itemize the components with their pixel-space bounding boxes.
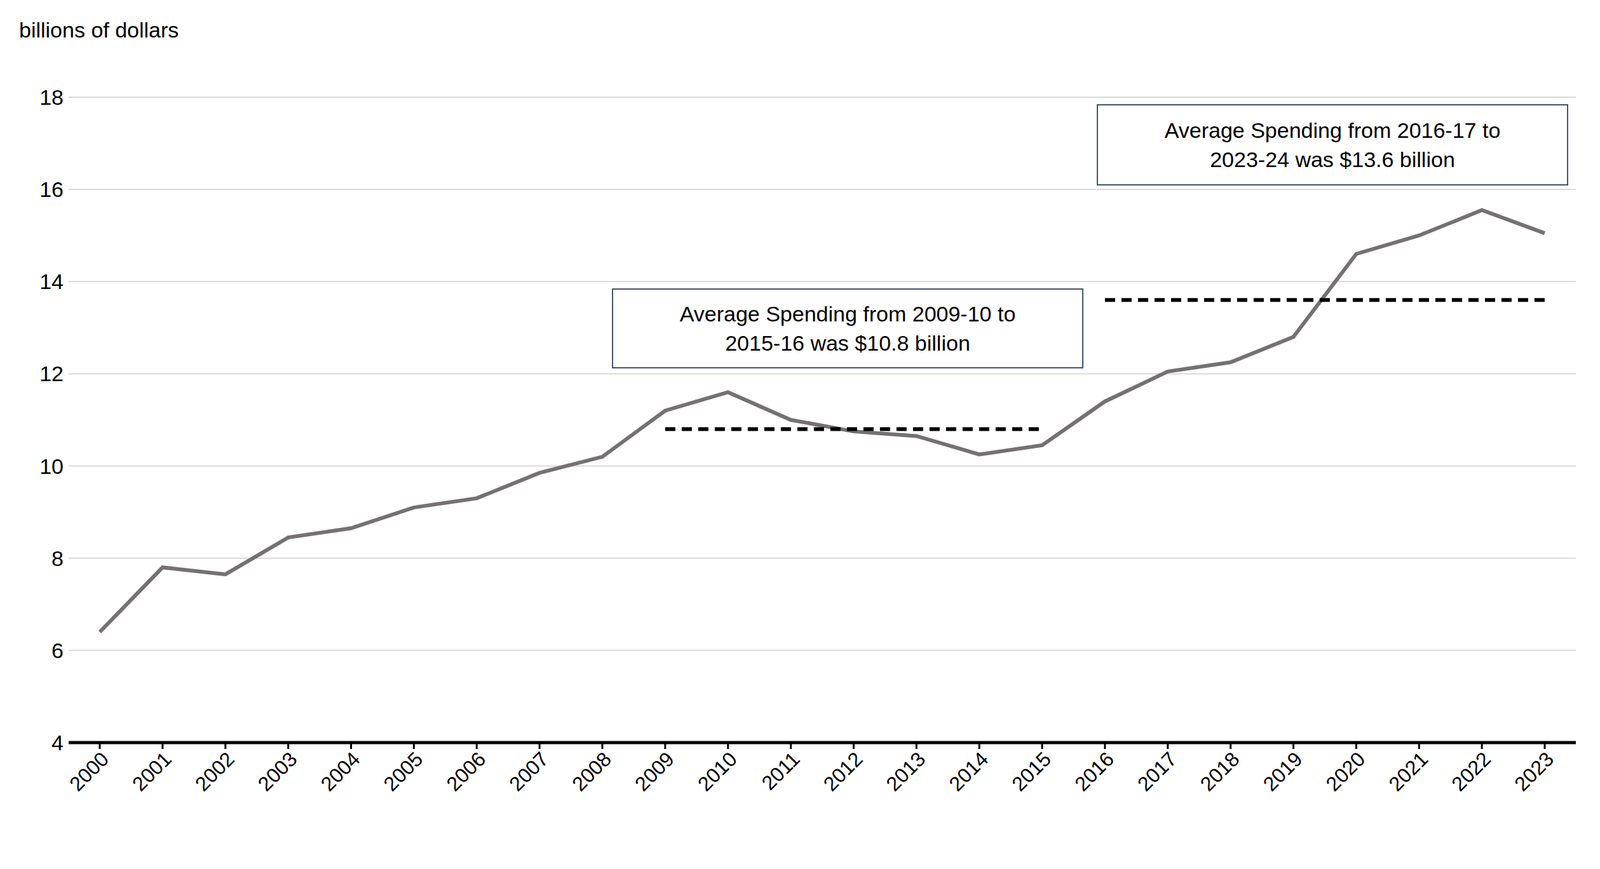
svg-text:2006: 2006: [441, 747, 490, 797]
svg-text:2000: 2000: [64, 747, 114, 797]
svg-text:10: 10: [39, 454, 64, 479]
html-text:Average Spending from 2009-10: Average Spending from 2009-10 to 2015-16…: [679, 301, 1016, 356]
html-text:Average Spending from 2016-17: Average Spending from 2016-17 to 2023-24…: [1164, 118, 1501, 172]
svg-text:2022: 2022: [1446, 747, 1496, 797]
svg-text:2023: 2023: [1509, 747, 1559, 797]
svg-text:2017: 2017: [1132, 747, 1182, 797]
svg-text:2018: 2018: [1195, 747, 1245, 797]
svg-text:2010: 2010: [693, 747, 742, 797]
svg-text:2011: 2011: [756, 747, 804, 795]
svg-text:2012: 2012: [819, 747, 868, 797]
svg-text:4: 4: [51, 730, 64, 755]
svg-text:2001: 2001: [127, 747, 177, 797]
svg-text:2014: 2014: [944, 747, 993, 797]
svg-text:2008: 2008: [567, 747, 616, 797]
svg-text:12: 12: [39, 361, 64, 386]
svg-text:2005: 2005: [379, 747, 428, 797]
svg-text:2004: 2004: [316, 747, 365, 797]
svg-text:8: 8: [51, 546, 64, 571]
svg-text:2002: 2002: [190, 747, 239, 797]
svg-text:2019: 2019: [1258, 747, 1308, 797]
svg-text:2016: 2016: [1070, 747, 1119, 797]
svg-text:2013: 2013: [881, 747, 931, 797]
svg-text:2007: 2007: [504, 747, 553, 797]
svg-text:2015: 2015: [1007, 747, 1056, 797]
html-text:billions of dollars: billions of dollars: [19, 17, 179, 42]
svg-text:2003: 2003: [253, 747, 302, 797]
svg-text:2020: 2020: [1321, 747, 1370, 797]
svg-text:2009: 2009: [630, 747, 679, 797]
svg-text:2021: 2021: [1383, 747, 1433, 797]
svg-text:18: 18: [39, 85, 64, 110]
svg-text:16: 16: [39, 177, 64, 202]
svg-text:14: 14: [39, 269, 64, 294]
svg-text:6: 6: [51, 638, 64, 663]
